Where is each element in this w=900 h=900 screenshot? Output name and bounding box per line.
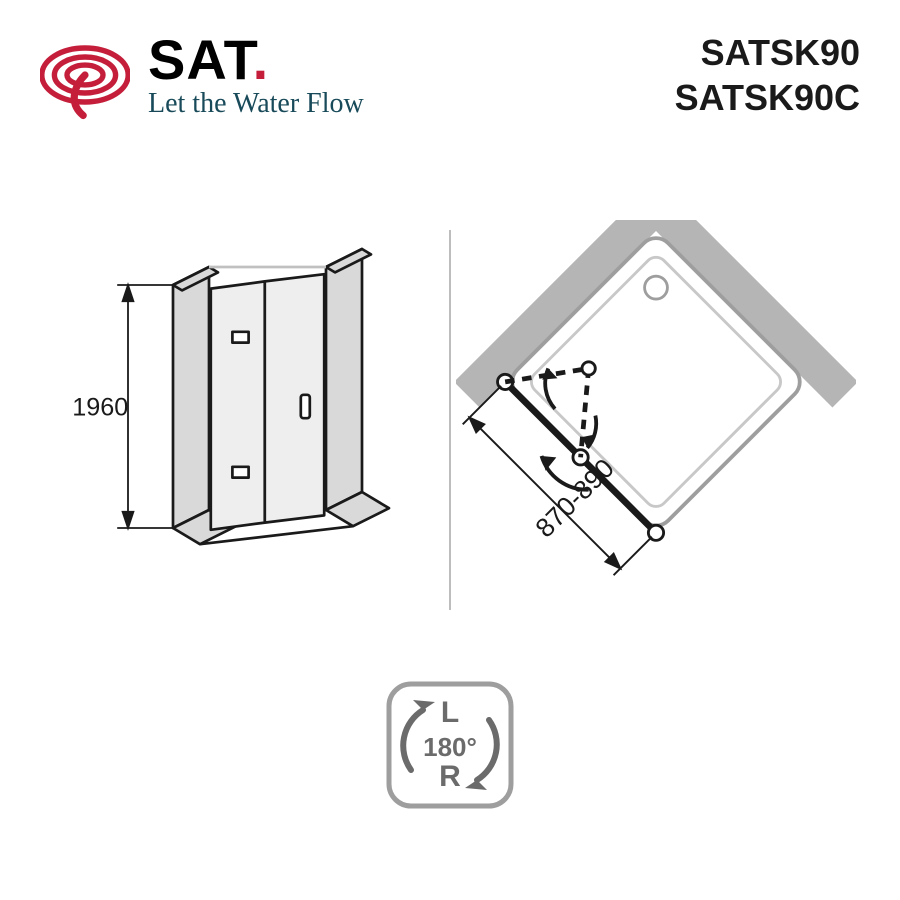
plan-view-panel: 870-890 xyxy=(451,200,860,640)
height-dimension: 1960 xyxy=(72,394,128,422)
logo-text: SAT. Let the Water Flow xyxy=(148,32,364,118)
model-code: SATSK90C xyxy=(675,75,860,120)
plan-view-svg: 870-890 xyxy=(456,220,856,620)
badge-left-letter: L xyxy=(441,696,459,729)
brand-tagline: Let the Water Flow xyxy=(148,90,364,118)
badge-angle: 180° xyxy=(423,732,477,762)
logo-block: SAT. Let the Water Flow xyxy=(40,30,364,120)
reversible-badge: L 180° R xyxy=(385,680,515,810)
model-code: SATSK90 xyxy=(675,30,860,75)
diagram-row: 1960 xyxy=(40,200,860,640)
badge-right-letter: R xyxy=(439,760,461,793)
model-codes: SATSK90 SATSK90C xyxy=(675,30,860,120)
header: SAT. Let the Water Flow SATSK90 SATSK90C xyxy=(40,30,860,120)
front-elevation-panel: 1960 xyxy=(40,200,449,640)
front-elevation-svg: 1960 xyxy=(65,230,425,610)
brand-name: SAT. xyxy=(148,32,364,88)
width-dimension: 870-890 xyxy=(529,453,619,543)
swirl-icon xyxy=(40,30,130,120)
